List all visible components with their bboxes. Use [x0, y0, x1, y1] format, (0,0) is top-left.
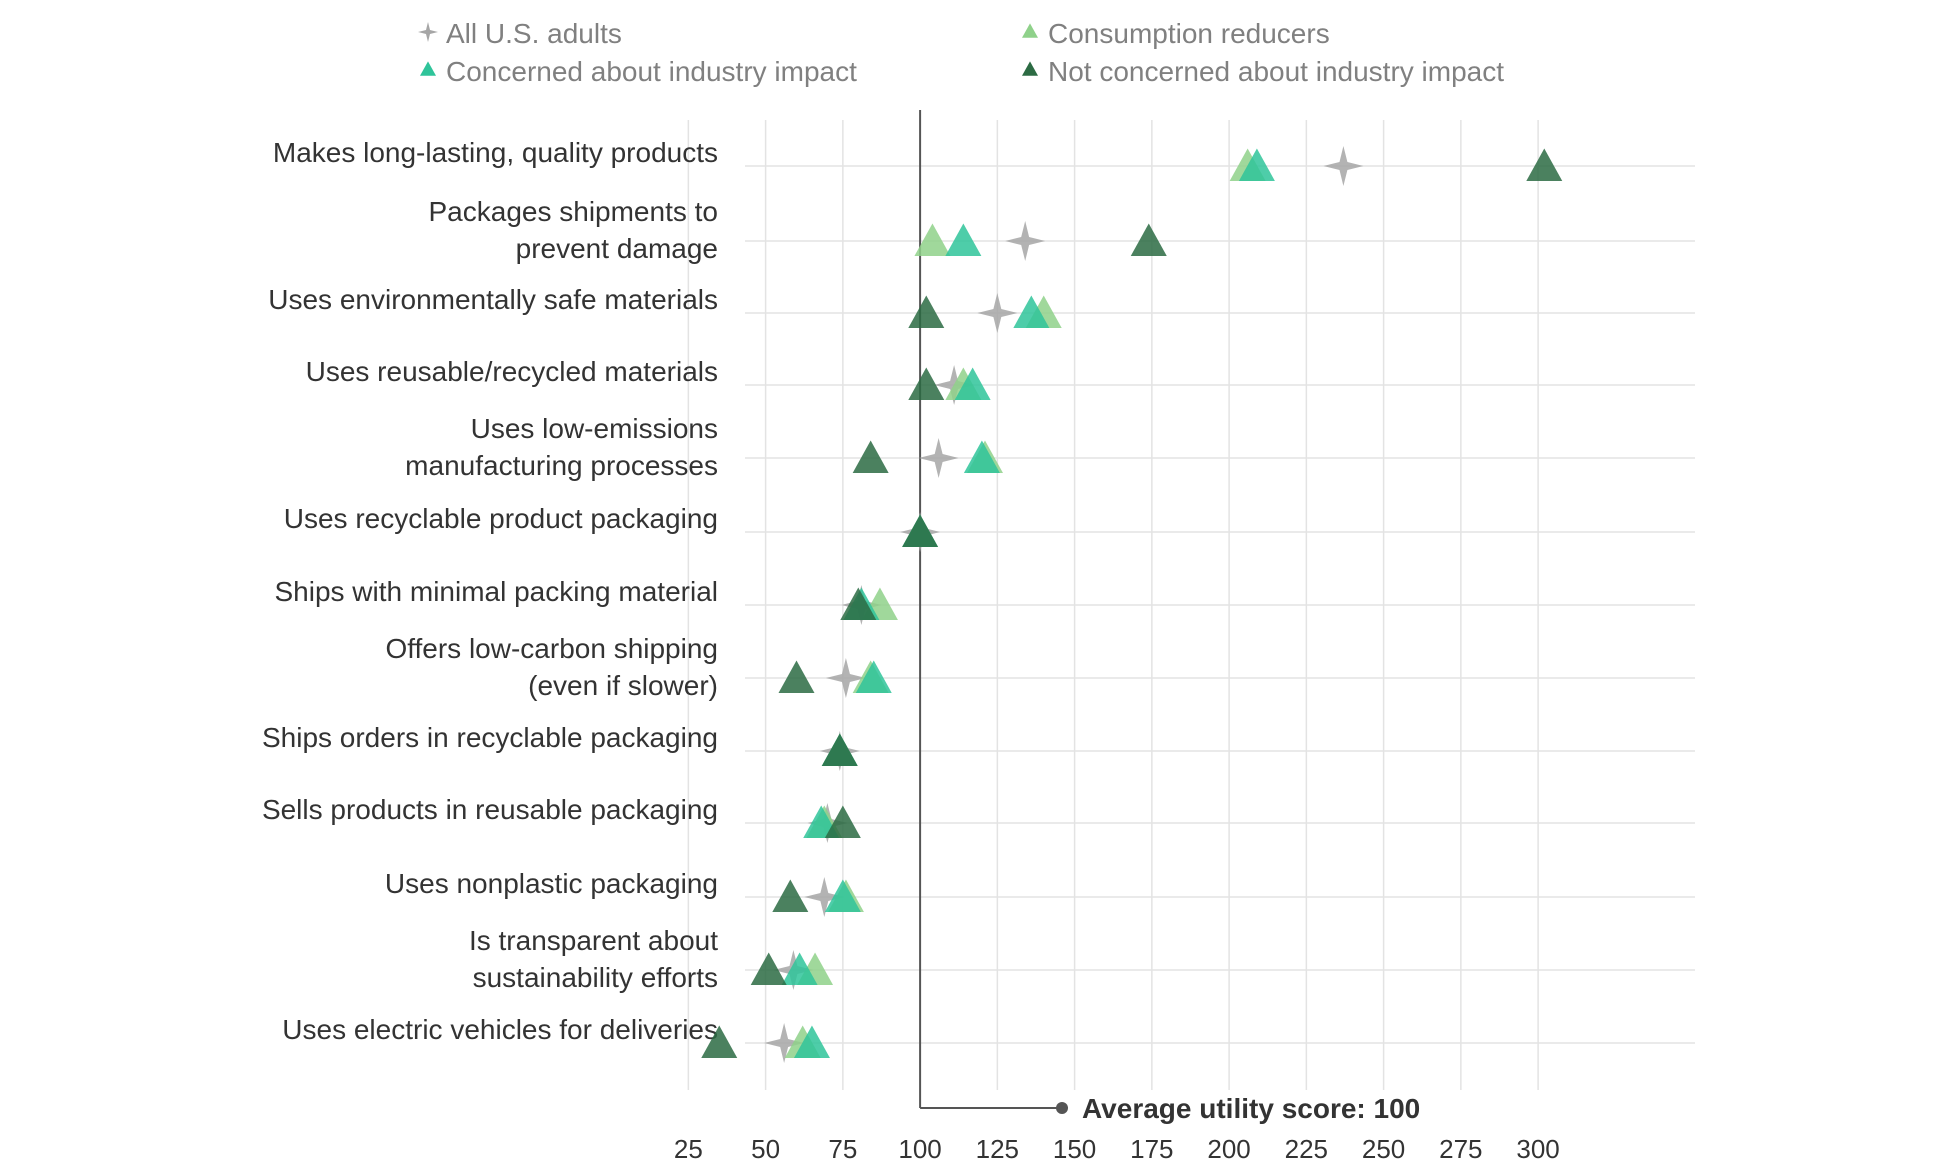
- data-point-triangle: [945, 223, 982, 256]
- reference-dot: [1056, 1102, 1068, 1114]
- category-label: sustainability efforts: [473, 962, 718, 993]
- category-label: Uses recyclable product packaging: [284, 503, 718, 534]
- x-tick-label: 275: [1439, 1134, 1482, 1164]
- category-label: (even if slower): [528, 670, 718, 701]
- category-label: manufacturing processes: [405, 450, 718, 481]
- x-tick-label: 200: [1207, 1134, 1250, 1164]
- data-point-all-adults: [1323, 146, 1364, 186]
- data-point-triangle: [1013, 295, 1050, 328]
- data-point-triangle: [914, 223, 951, 256]
- data-point-all-adults: [825, 658, 866, 698]
- data-point-triangle: [963, 440, 1000, 473]
- data-point-triangle: [908, 295, 945, 328]
- category-label: Ships orders in recyclable packaging: [262, 722, 718, 753]
- data-point-triangle: [855, 660, 892, 693]
- category-label: Uses electric vehicles for deliveries: [282, 1014, 718, 1045]
- data-point-triangle: [852, 440, 889, 473]
- data-point-triangle: [772, 879, 809, 912]
- x-tick-label: 100: [898, 1134, 941, 1164]
- category-label: Is transparent about: [469, 925, 718, 956]
- data-points: [701, 146, 1563, 1063]
- legend: All U.S. adults Consumption reducers Conce…: [418, 18, 1504, 87]
- data-point-triangle: [750, 952, 787, 985]
- data-point-triangle: [781, 952, 818, 985]
- data-point-triangle: [1238, 148, 1275, 181]
- category-label: Ships with minimal packing material: [274, 576, 718, 607]
- legend-label: Not concerned about industry impact: [1048, 56, 1504, 87]
- data-point-triangle: [840, 587, 877, 620]
- data-point-all-adults: [1005, 221, 1046, 261]
- category-label: Sells products in reusable packaging: [262, 794, 718, 825]
- gridlines: [687, 120, 1695, 1090]
- category-label: Packages shipments to: [429, 196, 719, 227]
- legend-label: Concerned about industry impact: [446, 56, 857, 87]
- data-point-all-adults: [918, 438, 959, 478]
- x-tick-label: 75: [828, 1134, 857, 1164]
- legend-label: Consumption reducers: [1048, 18, 1330, 49]
- data-point-triangle: [793, 1025, 830, 1058]
- category-label: Makes long-lasting, quality products: [273, 137, 718, 168]
- category-label: Uses reusable/recycled materials: [306, 356, 718, 387]
- data-point-all-adults: [977, 293, 1018, 333]
- legend-marker: [1022, 23, 1038, 38]
- category-label: prevent damage: [516, 233, 718, 264]
- category-label: Offers low-carbon shipping: [385, 633, 718, 664]
- legend-marker: [1022, 61, 1038, 76]
- x-tick-label: 150: [1053, 1134, 1096, 1164]
- data-point-all-adults: [804, 877, 845, 917]
- category-labels: Makes long-lasting, quality products Pack…: [262, 137, 718, 1045]
- data-point-triangle: [908, 367, 945, 400]
- x-tick-label: 225: [1285, 1134, 1328, 1164]
- data-point-triangle: [701, 1025, 738, 1058]
- data-point-triangle: [1130, 223, 1167, 256]
- data-point-triangle: [778, 660, 815, 693]
- data-point-all-adults: [764, 1023, 805, 1063]
- x-axis-tick-labels: 25 50 75 100 125 150 175 200 225 250 275 300: [674, 1134, 1560, 1164]
- x-tick-label: 25: [674, 1134, 703, 1164]
- x-tick-label: 50: [751, 1134, 780, 1164]
- category-label: Uses environmentally safe materials: [268, 284, 718, 315]
- x-tick-label: 175: [1130, 1134, 1173, 1164]
- x-tick-label: 300: [1516, 1134, 1559, 1164]
- legend-label: All U.S. adults: [446, 18, 622, 49]
- x-tick-label: 250: [1362, 1134, 1405, 1164]
- data-point-triangle: [824, 879, 861, 912]
- category-label: Uses nonplastic packaging: [385, 868, 718, 899]
- data-point-triangle: [902, 514, 939, 547]
- reference-label: Average utility score: 100: [1082, 1093, 1420, 1124]
- legend-marker: [420, 61, 436, 76]
- data-point-triangle: [1526, 148, 1563, 181]
- reference-line-group: Average utility score: 100: [919, 110, 1420, 1124]
- legend-marker: [418, 22, 438, 42]
- data-point-triangle: [821, 733, 858, 766]
- data-point-triangle: [954, 367, 991, 400]
- category-label: Uses low-emissions: [471, 413, 718, 444]
- x-tick-label: 125: [976, 1134, 1019, 1164]
- data-point-triangle: [824, 805, 861, 838]
